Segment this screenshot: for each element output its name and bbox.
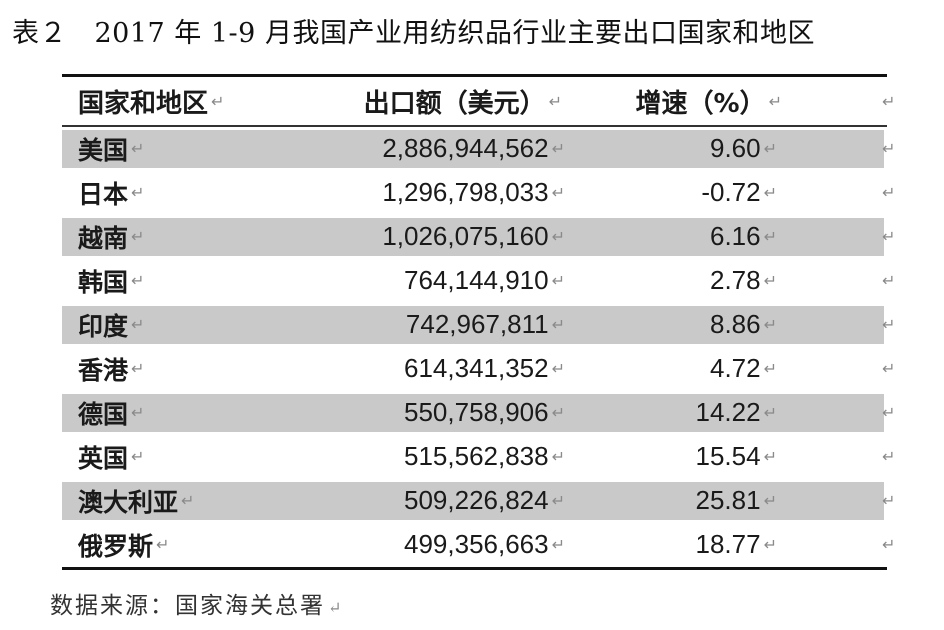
- header-amount: 出口额（美元） ↵: [363, 88, 562, 119]
- return-mark-icon: ↵: [763, 316, 777, 334]
- cell-region: 俄罗斯 ↵: [78, 531, 170, 561]
- cell-region: 日本 ↵: [78, 179, 145, 209]
- return-mark-icon: ↵: [551, 404, 565, 422]
- return-mark-icon: ↵: [763, 140, 777, 158]
- cell-region: 越南 ↵: [78, 223, 145, 253]
- cell-rate: -0.72 ↵: [701, 177, 777, 207]
- row-end-mark-icon: ↵: [882, 447, 896, 466]
- cell-rate: 18.77 ↵: [695, 529, 777, 559]
- row-end-mark-icon: ↵: [882, 491, 896, 510]
- table-row: 韩国 ↵ 764,144,910 ↵ 2.78 ↵ ↵: [62, 259, 895, 303]
- cell-rate: 6.16 ↵: [709, 221, 777, 251]
- cell-amount: 550,758,906 ↵: [404, 397, 565, 427]
- return-mark-icon: ↵: [551, 140, 565, 158]
- table-row: 印度 ↵ 742,967,811 ↵ 8.86 ↵ ↵: [62, 303, 895, 347]
- cell-rate: 4.72 ↵: [709, 353, 777, 383]
- table-body: 美国 ↵ 2,886,944,562 ↵ 9.60 ↵ ↵ 日本 ↵ 1,296,798,033 ↵…: [62, 127, 895, 567]
- return-mark-icon: ↵: [131, 271, 145, 290]
- cell-amount: 764,144,910 ↵: [404, 265, 565, 295]
- return-mark-icon: ↵: [763, 228, 777, 246]
- return-mark-icon: ↵: [131, 403, 145, 422]
- table-row: 越南 ↵ 1,026,075,160 ↵ 6.16 ↵ ↵: [62, 215, 895, 259]
- return-mark-icon: ↵: [763, 492, 777, 510]
- cell-rate: 9.60 ↵: [709, 133, 777, 163]
- table-row: 德国 ↵ 550,758,906 ↵ 14.22 ↵ ↵: [62, 391, 895, 435]
- table-row: 澳大利亚 ↵ 509,226,824 ↵ 25.81 ↵ ↵: [62, 479, 895, 523]
- table-title: 表２ 2017 年 1-9 月我国产业用纺织品行业主要出口国家和地区: [12, 18, 815, 49]
- return-mark-icon: ↵: [131, 227, 145, 246]
- row-end-mark-icon: ↵: [882, 403, 896, 422]
- return-mark-icon: ↵: [551, 536, 565, 554]
- table-row: 英国 ↵ 515,562,838 ↵ 15.54 ↵ ↵: [62, 435, 895, 479]
- return-mark-icon: ↵: [181, 491, 195, 510]
- return-mark-icon: ↵: [551, 228, 565, 246]
- return-mark-icon: ↵: [763, 448, 777, 466]
- return-mark-icon: ↵: [131, 183, 145, 202]
- table-header-row: 国家和地区 ↵ 出口额（美元） ↵ 增速（%） ↵ ↵: [62, 77, 895, 125]
- return-mark-icon: ↵: [551, 184, 565, 202]
- return-mark-icon: ↵: [328, 598, 344, 617]
- table-row: 俄罗斯 ↵ 499,356,663 ↵ 18.77 ↵ ↵: [62, 523, 895, 567]
- cell-amount: 509,226,824 ↵: [404, 485, 565, 515]
- row-end-mark-icon: ↵: [882, 359, 896, 378]
- header-rate: 增速（%） ↵: [635, 88, 782, 119]
- cell-region: 美国 ↵: [78, 135, 145, 165]
- return-mark-icon: ↵: [551, 360, 565, 378]
- cell-amount: 1,026,075,160 ↵: [382, 221, 565, 251]
- row-end-mark-icon: ↵: [882, 139, 896, 158]
- return-mark-icon: ↵: [763, 536, 777, 554]
- cell-region: 韩国 ↵: [78, 267, 145, 297]
- return-mark-icon: ↵: [763, 360, 777, 378]
- row-end-mark-icon: ↵: [882, 271, 896, 290]
- return-mark-icon: ↵: [763, 404, 777, 422]
- return-mark-icon: ↵: [551, 272, 565, 290]
- cell-rate: 15.54 ↵: [695, 441, 777, 471]
- table-top-rule: [62, 74, 887, 77]
- return-mark-icon: ↵: [551, 448, 565, 466]
- cell-region: 澳大利亚 ↵: [78, 487, 195, 517]
- return-mark-icon: ↵: [131, 139, 145, 158]
- table-row: 美国 ↵ 2,886,944,562 ↵ 9.60 ↵ ↵: [62, 127, 895, 171]
- return-mark-icon: ↵: [131, 447, 145, 466]
- return-mark-icon: ↵: [551, 316, 565, 334]
- cell-rate: 8.86 ↵: [709, 309, 777, 339]
- cell-amount: 614,341,352 ↵: [404, 353, 565, 383]
- cell-rate: 14.22 ↵: [695, 397, 777, 427]
- export-table: 国家和地区 ↵ 出口额（美元） ↵ 增速（%） ↵ ↵ 美国 ↵ 2,886,944,56…: [62, 74, 895, 570]
- row-end-mark-icon: ↵: [882, 227, 896, 246]
- return-mark-icon: ↵: [131, 359, 145, 378]
- header-region: 国家和地区 ↵: [78, 88, 225, 119]
- cell-region: 英国 ↵: [78, 443, 145, 473]
- row-end-mark-icon: ↵: [882, 315, 896, 334]
- row-end-mark-icon: ↵: [882, 535, 896, 554]
- return-mark-icon: ↵: [131, 315, 145, 334]
- return-mark-icon: ↵: [768, 91, 782, 111]
- cell-rate: 2.78 ↵: [709, 265, 777, 295]
- cell-amount: 499,356,663 ↵: [404, 529, 565, 559]
- data-source-note: 数据来源：国家海关总署 ↵: [50, 593, 344, 619]
- row-end-mark-icon: ↵: [882, 91, 896, 111]
- return-mark-icon: ↵: [763, 272, 777, 290]
- return-mark-icon: ↵: [156, 535, 170, 554]
- table-bottom-rule: [62, 566, 887, 570]
- return-mark-icon: ↵: [763, 184, 777, 202]
- table-header-rule: [62, 125, 887, 127]
- cell-amount: 742,967,811 ↵: [405, 309, 565, 339]
- return-mark-icon: ↵: [548, 91, 562, 111]
- cell-region: 香港 ↵: [78, 355, 145, 385]
- cell-amount: 1,296,798,033 ↵: [382, 177, 565, 207]
- return-mark-icon: ↵: [551, 492, 565, 510]
- cell-amount: 2,886,944,562 ↵: [382, 133, 565, 163]
- row-end-mark-icon: ↵: [882, 183, 896, 202]
- cell-region: 印度 ↵: [78, 311, 145, 341]
- cell-region: 德国 ↵: [78, 399, 145, 429]
- table-row: 香港 ↵ 614,341,352 ↵ 4.72 ↵ ↵: [62, 347, 895, 391]
- table-row: 日本 ↵ 1,296,798,033 ↵ -0.72 ↵ ↵: [62, 171, 895, 215]
- return-mark-icon: ↵: [211, 91, 225, 111]
- cell-rate: 25.81 ↵: [695, 485, 777, 515]
- cell-amount: 515,562,838 ↵: [404, 441, 565, 471]
